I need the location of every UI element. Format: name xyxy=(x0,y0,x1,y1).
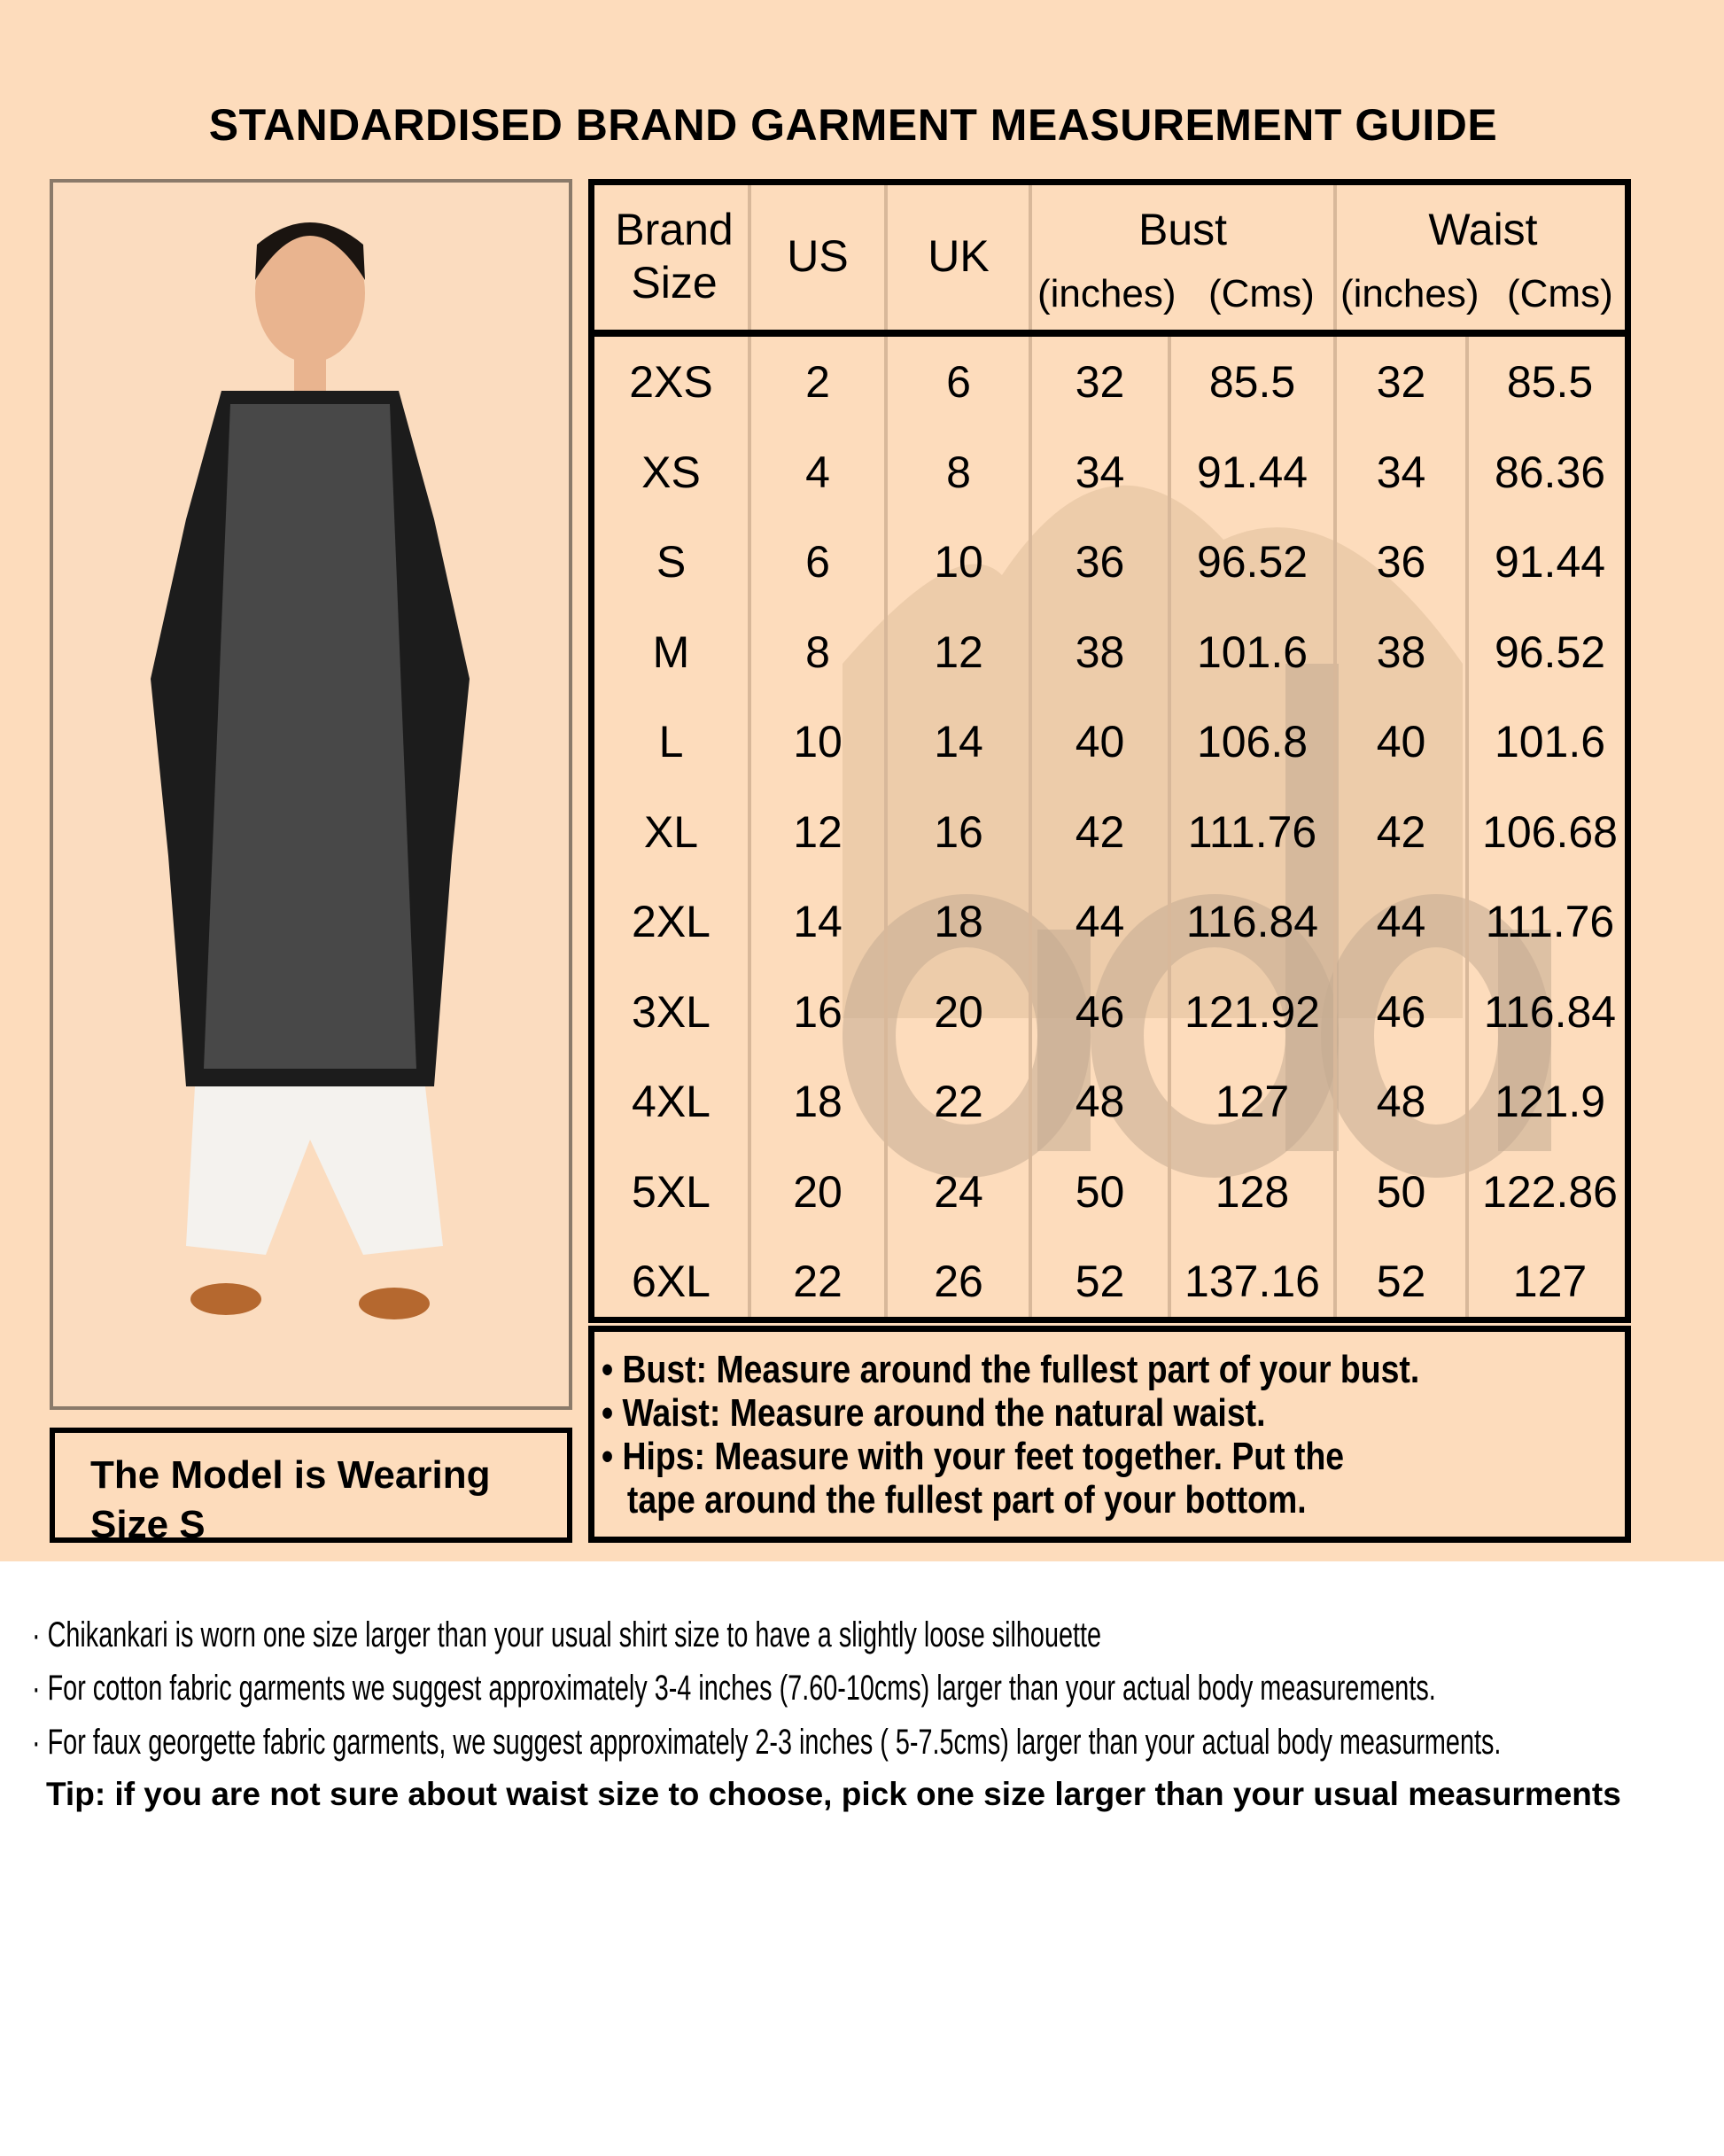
cell-waist-cms: 101.6 xyxy=(1494,717,1606,767)
size-chart-table: Brand Size US UK Bust Waist (inches) (Cm… xyxy=(588,179,1631,1323)
cell-uk: 18 xyxy=(934,897,983,946)
cell-bust-cms: 116.84 xyxy=(1185,897,1319,946)
cell-bust-inches: 38 xyxy=(1075,627,1125,677)
cell-us: 2 xyxy=(805,357,830,407)
cell-us: 4 xyxy=(805,447,830,497)
header-bust-cms: (Cms) xyxy=(1208,272,1315,315)
cell-uk: 6 xyxy=(946,357,971,407)
cell-waist-inches: 42 xyxy=(1376,806,1426,857)
header-uk: UK xyxy=(928,231,990,281)
cell-us: 10 xyxy=(793,717,843,767)
cell-us: 16 xyxy=(793,986,843,1037)
measurement-instructions: • Bust: Measure around the fullest part … xyxy=(588,1326,1631,1543)
cell-us: 6 xyxy=(805,537,830,587)
cell-waist-cms: 122.86 xyxy=(1482,1166,1618,1217)
cell-brand-size: 5XL xyxy=(632,1166,711,1217)
cell-waist-cms: 121.9 xyxy=(1494,1077,1606,1126)
cell-bust-inches: 46 xyxy=(1075,986,1125,1037)
cell-bust-inches: 34 xyxy=(1075,447,1125,497)
page-title: STANDARDISED BRAND GARMENT MEASUREMENT G… xyxy=(208,100,1498,150)
cell-uk: 20 xyxy=(934,986,983,1037)
cell-bust-inches: 52 xyxy=(1075,1257,1125,1306)
cell-bust-inches: 50 xyxy=(1075,1166,1125,1217)
cell-uk: 26 xyxy=(934,1257,983,1306)
cell-uk: 14 xyxy=(934,717,983,767)
header-us: US xyxy=(787,231,849,281)
header-waist-inches: (inches) xyxy=(1340,272,1479,315)
tip-line-1: · Chikankari is worn one size larger tha… xyxy=(32,1615,1102,1654)
cell-uk: 16 xyxy=(934,806,983,857)
header-waist-cms: (Cms) xyxy=(1507,272,1613,315)
cell-brand-size: 2XL xyxy=(632,897,711,946)
cell-uk: 10 xyxy=(934,537,983,587)
cell-brand-size: S xyxy=(656,537,687,587)
cell-waist-cms: 116.84 xyxy=(1483,986,1617,1037)
cell-waist-cms: 106.68 xyxy=(1482,806,1618,857)
cell-us: 14 xyxy=(793,897,843,946)
model-size-note: The Model is Wearing Size S xyxy=(50,1428,572,1546)
cell-waist-cms: 127 xyxy=(1512,1257,1588,1306)
cell-waist-cms: 96.52 xyxy=(1494,627,1606,677)
cell-brand-size: 3XL xyxy=(632,986,711,1037)
cell-bust-cms: 127 xyxy=(1215,1077,1290,1126)
cell-bust-cms: 85.5 xyxy=(1208,357,1296,407)
note-bust: • Bust: Measure around the fullest part … xyxy=(602,1348,1420,1391)
cell-waist-cms: 91.44 xyxy=(1494,537,1606,587)
cell-brand-size: M xyxy=(652,627,690,677)
cell-waist-inches: 48 xyxy=(1376,1077,1426,1126)
tip-line-3: · For faux georgette fabric garments, we… xyxy=(32,1723,1502,1762)
header-bust-inches: (inches) xyxy=(1037,272,1177,315)
header-brand-size: Brand Size xyxy=(615,205,734,307)
cell-bust-cms: 128 xyxy=(1215,1166,1290,1217)
cell-brand-size: XS xyxy=(641,447,701,497)
cell-brand-size: L xyxy=(658,717,684,767)
cell-waist-inches: 32 xyxy=(1376,357,1426,407)
cell-uk: 8 xyxy=(946,447,971,497)
cell-waist-cms: 85.5 xyxy=(1506,357,1594,407)
cell-waist-inches: 46 xyxy=(1376,986,1426,1037)
cell-bust-inches: 44 xyxy=(1075,897,1125,946)
cell-bust-cms: 121.92 xyxy=(1184,986,1320,1037)
tip-line-2: · For cotton fabric garments we suggest … xyxy=(32,1669,1436,1708)
cell-waist-inches: 38 xyxy=(1376,627,1426,677)
cell-waist-cms: 111.76 xyxy=(1485,897,1615,946)
note-hips: • Hips: Measure with your feet together.… xyxy=(602,1435,1345,1478)
cell-bust-cms: 111.76 xyxy=(1187,806,1317,857)
cell-waist-cms: 86.36 xyxy=(1494,447,1606,497)
cell-uk: 22 xyxy=(934,1077,983,1126)
cell-us: 20 xyxy=(793,1166,843,1217)
note-waist: • Waist: Measure around the natural wais… xyxy=(602,1391,1266,1435)
cell-waist-inches: 44 xyxy=(1376,897,1426,946)
cell-bust-inches: 40 xyxy=(1075,717,1125,767)
cell-bust-inches: 42 xyxy=(1075,806,1125,857)
cell-bust-cms: 96.52 xyxy=(1196,537,1309,587)
cell-waist-inches: 50 xyxy=(1376,1166,1426,1217)
cell-brand-size: 6XL xyxy=(632,1257,711,1306)
cell-waist-inches: 36 xyxy=(1376,537,1426,587)
cell-us: 18 xyxy=(793,1077,843,1126)
cell-brand-size: 4XL xyxy=(632,1077,711,1126)
cell-uk: 12 xyxy=(934,627,983,677)
cell-bust-cms: 101.6 xyxy=(1196,627,1309,677)
cell-uk: 24 xyxy=(934,1166,983,1217)
cell-us: 12 xyxy=(793,806,843,857)
tip-bold: Tip: if you are not sure about waist siz… xyxy=(46,1776,1621,1812)
cell-brand-size: XL xyxy=(643,806,699,857)
header-waist: Waist xyxy=(1428,205,1538,254)
header-bust: Bust xyxy=(1138,205,1228,254)
cell-us: 8 xyxy=(805,627,830,677)
cell-us: 22 xyxy=(793,1257,843,1306)
cell-bust-cms: 91.44 xyxy=(1196,447,1309,497)
cell-bust-cms: 137.16 xyxy=(1184,1257,1320,1306)
cell-brand-size: 2XS xyxy=(629,357,713,407)
note-hips-cont: tape around the fullest part of your bot… xyxy=(626,1478,1307,1522)
cell-bust-inches: 48 xyxy=(1075,1077,1125,1126)
cell-bust-cms: 106.8 xyxy=(1196,717,1309,767)
cell-waist-inches: 52 xyxy=(1376,1257,1426,1306)
cell-bust-inches: 32 xyxy=(1075,357,1125,407)
cell-waist-inches: 40 xyxy=(1376,717,1426,767)
cell-bust-inches: 36 xyxy=(1075,537,1125,587)
model-photo xyxy=(50,179,572,1410)
cell-waist-inches: 34 xyxy=(1376,447,1426,497)
